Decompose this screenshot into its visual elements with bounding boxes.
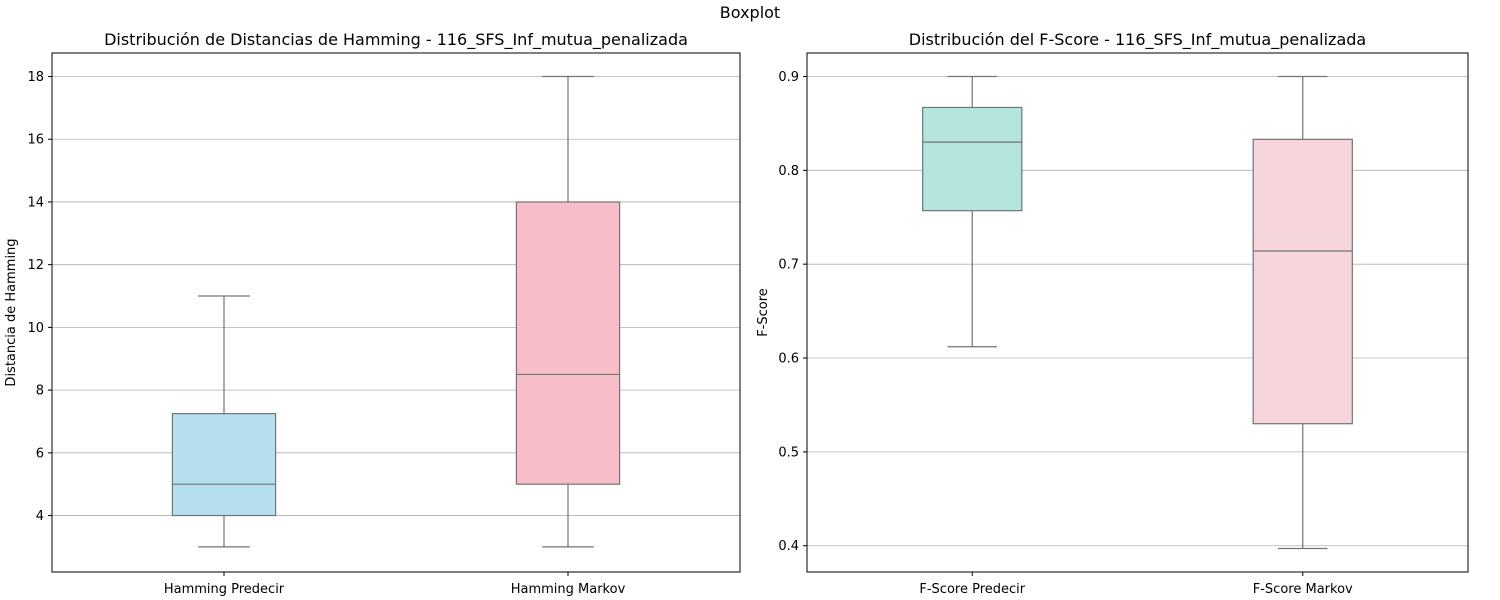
panel2-ytick-label-4: 0.8 [778,164,799,179]
panel2-ytick-label-3: 0.7 [778,258,799,273]
panel2-ytick-label-1: 0.5 [778,445,799,460]
panel1-title: Distribución de Distancias de Hamming - … [104,30,688,50]
panel1-ytick-label-2: 8 [36,384,44,399]
panel2-ytick-label-5: 0.9 [778,70,799,85]
panel2-box-1-iqr-rect [922,106,1023,212]
panel1-xtick-label-1: Hamming Markov [511,582,626,597]
panel1-box-2-iqr-rect [515,201,621,485]
panel2-title: Distribución del F-Score - 116_SFS_Inf_m… [909,30,1366,50]
panel2-ytick-label-0: 0.4 [778,539,799,554]
panel1-ytick-label-4: 12 [27,258,44,273]
panel2-box-2-iqr-rect [1252,138,1353,425]
panel1-ytick-label-5: 14 [27,195,44,210]
panel1-ytick-label-3: 10 [27,321,44,336]
panel1-ylabel: Distancia de Hamming [4,238,19,386]
panel1-box-1-iqr-rect [171,413,277,517]
panel2-xtick-label-0: F-Score Predecir [919,582,1025,597]
panel2-ylabel: F-Score [756,288,771,337]
panel2-ytick-label-2: 0.6 [778,352,799,367]
panel1-xtick-label-0: Hamming Predecir [164,582,285,597]
panel1-axes-frame [51,52,741,573]
figure-suptitle: Boxplot [719,3,781,22]
panel1-ytick-label-1: 6 [36,446,44,461]
panel2-xtick-label-1: F-Score Markov [1253,582,1353,597]
panel1-ytick-label-6: 16 [27,133,44,148]
panel2-axes-frame [806,52,1469,573]
panel1-ytick-label-0: 4 [36,509,44,524]
panel1-ytick-label-7: 18 [27,70,44,85]
